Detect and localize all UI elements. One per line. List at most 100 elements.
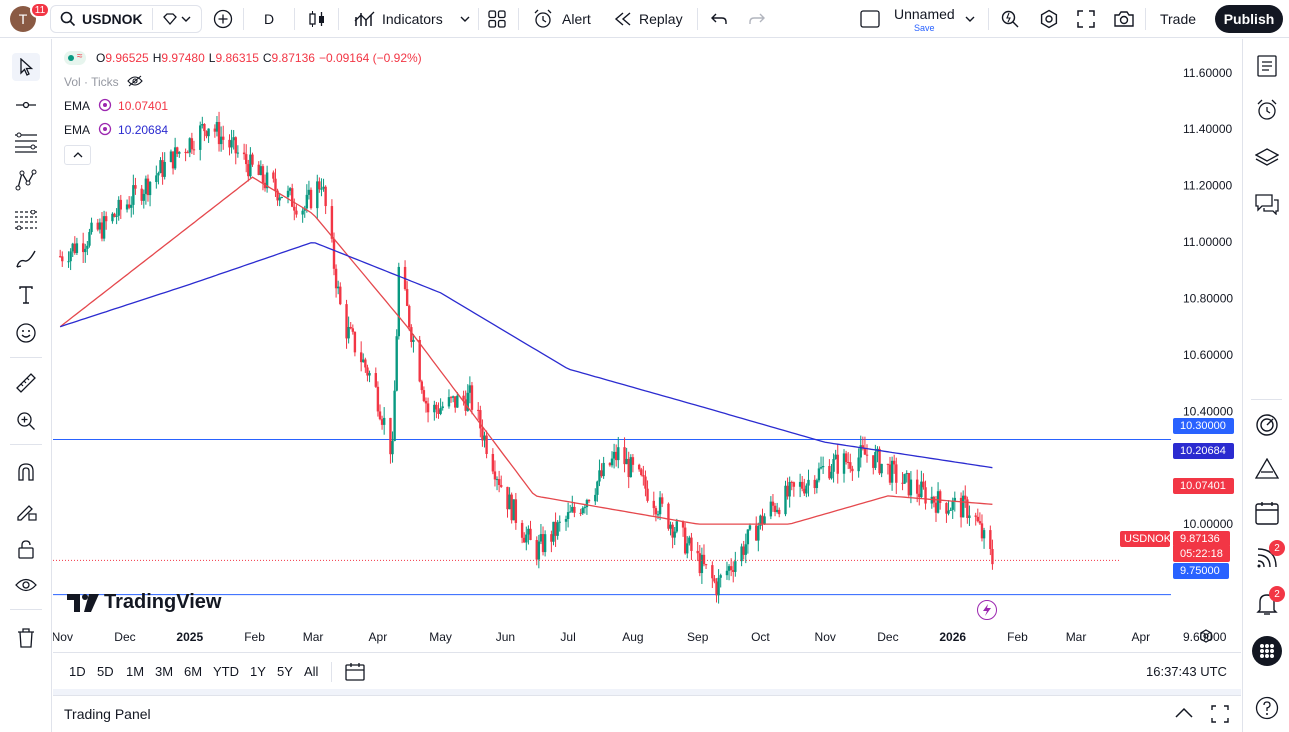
trading-panel-label[interactable]: Trading Panel bbox=[64, 706, 151, 722]
chat-icon[interactable] bbox=[1253, 190, 1281, 218]
layout-chevron-down-icon[interactable] bbox=[964, 0, 976, 38]
camera-icon[interactable] bbox=[1114, 0, 1134, 38]
drawing-mode-pencil-icon[interactable] bbox=[12, 497, 40, 525]
range-button-5d[interactable]: 5D bbox=[97, 664, 114, 679]
lock-icon[interactable] bbox=[12, 535, 40, 563]
zoom-in-icon[interactable] bbox=[12, 407, 40, 435]
layout-name[interactable]: Unnamed bbox=[894, 6, 955, 22]
watchlist-icon[interactable] bbox=[1253, 52, 1281, 80]
range-button-6m[interactable]: 6M bbox=[184, 664, 203, 679]
calendar-icon[interactable] bbox=[1253, 499, 1281, 527]
candle-body bbox=[176, 147, 179, 154]
candle-body bbox=[207, 128, 210, 137]
trading-panel[interactable]: Trading Panel bbox=[53, 695, 1241, 732]
chart-pane[interactable]: 11.60000 11.40000 11.20000 11.00000 10.80000… bbox=[53, 39, 1241, 651]
candle-body bbox=[642, 475, 645, 477]
candle-body bbox=[236, 152, 240, 154]
help-icon[interactable] bbox=[1253, 694, 1281, 722]
trade-button[interactable]: Trade bbox=[1159, 11, 1197, 27]
brush-icon[interactable] bbox=[12, 245, 40, 273]
volume-legend[interactable]: Vol · Ticks bbox=[64, 73, 147, 91]
collapse-legend-button[interactable] bbox=[64, 145, 91, 165]
candles-icon[interactable] bbox=[308, 0, 326, 38]
visibility-eye-icon[interactable] bbox=[12, 571, 40, 599]
candle-body bbox=[847, 462, 850, 464]
candle-body bbox=[974, 515, 977, 517]
candle-body bbox=[278, 197, 281, 201]
compare-diamond-icon[interactable] bbox=[162, 0, 192, 38]
candle-body bbox=[617, 447, 620, 461]
candle-body bbox=[259, 166, 263, 175]
go-to-date-calendar-icon[interactable] bbox=[345, 662, 365, 685]
ideas-triangle-icon[interactable] bbox=[1253, 455, 1281, 483]
redo-icon[interactable] bbox=[748, 0, 766, 38]
range-button-1m[interactable]: 1M bbox=[126, 664, 145, 679]
publish-button[interactable]: Publish bbox=[1215, 5, 1283, 33]
apps-grid-icon[interactable] bbox=[1252, 636, 1282, 666]
candle-body bbox=[623, 447, 626, 465]
range-button-5y[interactable]: 5Y bbox=[277, 664, 293, 679]
fib-retracement-icon[interactable] bbox=[12, 206, 40, 234]
horizontal-lines-icon[interactable] bbox=[12, 129, 40, 157]
layers-icon[interactable] bbox=[1253, 143, 1281, 171]
layouts-grid-icon[interactable] bbox=[488, 0, 506, 38]
panel-divider[interactable] bbox=[53, 689, 1241, 695]
candle-body bbox=[520, 522, 524, 538]
fullscreen-icon[interactable] bbox=[1077, 0, 1095, 38]
alert-button[interactable]: Alert bbox=[562, 11, 591, 27]
chevron-down-icon[interactable] bbox=[459, 0, 471, 38]
layout-save-label[interactable]: Save bbox=[914, 22, 935, 33]
maximize-panel-icon[interactable] bbox=[1211, 705, 1229, 726]
notifications-bell-icon[interactable] bbox=[1253, 590, 1281, 618]
indicators-icon[interactable] bbox=[354, 0, 376, 38]
interval-button[interactable]: D bbox=[264, 11, 275, 27]
market-status-dot: ≈ bbox=[64, 51, 86, 65]
symbol-search[interactable] bbox=[50, 5, 202, 33]
replay-icon[interactable] bbox=[614, 0, 632, 38]
quick-search-icon[interactable] bbox=[1000, 0, 1020, 38]
range-button-1y[interactable]: 1Y bbox=[250, 664, 266, 679]
candle-body bbox=[203, 124, 206, 132]
emoji-icon[interactable] bbox=[12, 319, 40, 347]
candle-body bbox=[872, 455, 875, 468]
pattern-tool-icon[interactable] bbox=[12, 166, 40, 194]
add-symbol-icon[interactable] bbox=[213, 0, 233, 38]
magnet-icon[interactable] bbox=[12, 458, 40, 486]
ema-fast-legend[interactable]: EMA 10.07401 bbox=[64, 97, 172, 115]
symbol-name[interactable]: USDNOK bbox=[82, 11, 143, 27]
candle-body bbox=[418, 339, 421, 382]
layout-checkbox-icon[interactable] bbox=[860, 0, 880, 38]
range-button-1d[interactable]: 1D bbox=[69, 664, 86, 679]
chevron-up-icon[interactable] bbox=[1174, 706, 1194, 723]
range-button-all[interactable]: All bbox=[304, 664, 319, 679]
candle-body bbox=[734, 561, 737, 572]
candle-body bbox=[309, 189, 313, 209]
candle-body bbox=[456, 395, 459, 408]
candle-body bbox=[901, 482, 904, 484]
indicators-button[interactable]: Indicators bbox=[382, 11, 443, 27]
alerts-clock-icon[interactable] bbox=[1253, 96, 1281, 124]
lightning-event-icon[interactable] bbox=[977, 600, 997, 620]
chart-canvas[interactable]: 11.60000 11.40000 11.20000 11.00000 10.80000… bbox=[53, 39, 1241, 651]
candle-body bbox=[376, 386, 380, 412]
clock-display[interactable]: 16:37:43 UTC bbox=[1146, 664, 1227, 679]
level-upper-tag[interactable]: 10.30000 bbox=[1173, 418, 1234, 434]
cursor-arrow-icon[interactable] bbox=[12, 53, 40, 81]
trend-line-icon[interactable] bbox=[12, 91, 40, 119]
range-button-3m[interactable]: 3M bbox=[155, 664, 174, 679]
ema-slow-legend[interactable]: EMA 10.20684 bbox=[64, 121, 172, 139]
range-button-ytd[interactable]: YTD bbox=[213, 664, 239, 679]
candle-body bbox=[637, 464, 641, 470]
undo-icon[interactable] bbox=[710, 0, 728, 38]
candle-body bbox=[336, 286, 340, 289]
alert-clock-icon[interactable] bbox=[533, 0, 553, 38]
level-lower-tag[interactable]: 9.75000 bbox=[1173, 563, 1229, 579]
ruler-icon[interactable] bbox=[12, 369, 40, 397]
time-axis-settings-icon[interactable] bbox=[1199, 629, 1213, 646]
eye-crossed-icon[interactable] bbox=[126, 75, 143, 90]
text-tool-icon[interactable] bbox=[12, 281, 40, 309]
trash-icon[interactable] bbox=[12, 624, 40, 652]
target-icon[interactable] bbox=[1253, 411, 1281, 439]
settings-gear-icon[interactable] bbox=[1039, 0, 1059, 38]
replay-button[interactable]: Replay bbox=[639, 11, 683, 27]
